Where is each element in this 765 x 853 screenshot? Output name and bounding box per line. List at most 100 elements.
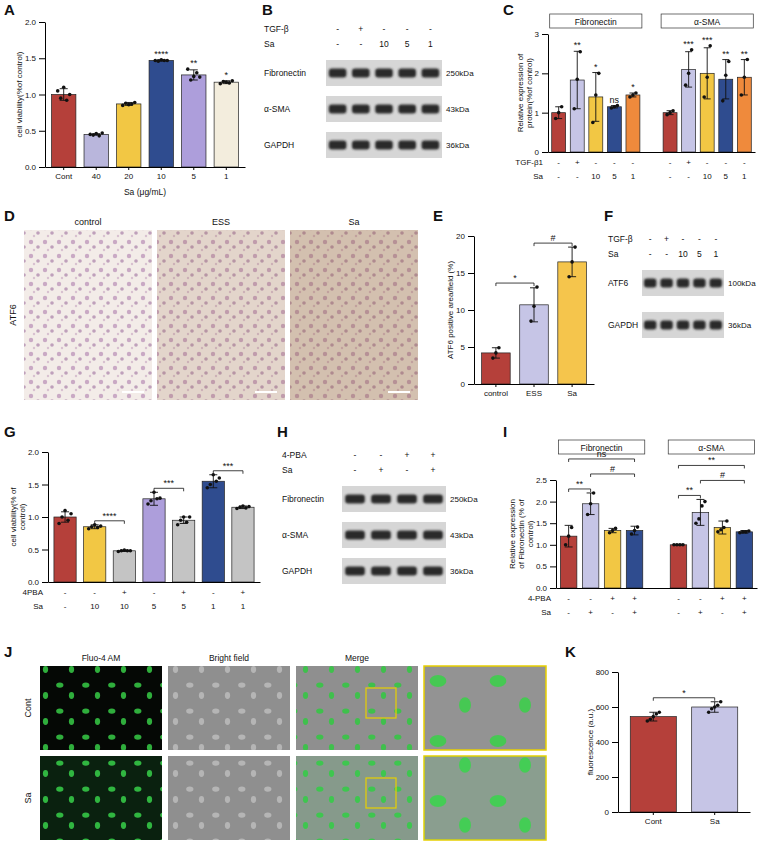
tick-mark: [468, 310, 474, 311]
tick-label: 1: [535, 109, 540, 118]
significance: ns: [610, 95, 620, 105]
y-axis: 0200400600800: [596, 668, 619, 817]
row-label: -: [699, 594, 702, 603]
axis-line: [556, 481, 557, 589]
data-point: [99, 524, 103, 528]
tick: 1.5: [25, 54, 45, 63]
tick-mark: [612, 707, 618, 708]
blot-size: 36kDa: [446, 141, 470, 150]
tick-label: 15: [456, 269, 465, 278]
group-head-box: [668, 440, 754, 454]
bar: [173, 520, 195, 582]
row-name: TGF-β1: [515, 158, 543, 167]
significance-bracket: [213, 471, 243, 474]
data-point: [671, 109, 675, 113]
data-point: [62, 85, 66, 89]
group-head: α-SMA: [694, 17, 720, 27]
row-label: Cont: [23, 698, 33, 718]
blot-band: [352, 141, 370, 150]
plot-area: [560, 491, 752, 588]
data-point: [628, 95, 632, 99]
bar: [714, 528, 730, 588]
data-point: [668, 111, 672, 115]
blot-band: [375, 141, 393, 150]
blot-band: [397, 495, 417, 504]
data-point: [117, 550, 121, 554]
data-point: [564, 543, 568, 547]
bar: [626, 531, 642, 588]
data-point: [69, 512, 73, 516]
data-point: [121, 104, 125, 108]
image-title: ESS: [212, 217, 230, 227]
y-axis: 0.00.51.01.52.0: [28, 448, 49, 587]
data-point: [608, 531, 612, 535]
tick-mark: [550, 588, 556, 589]
condition-label: -: [714, 234, 717, 244]
axis-title-line: cell viability(%of control): [15, 51, 24, 137]
blot-band: [398, 105, 416, 114]
condition-label: 5: [697, 249, 702, 259]
condition-label: -: [429, 24, 432, 34]
significance: **: [722, 49, 730, 59]
column-title: Merge: [345, 653, 369, 663]
data-point: [557, 111, 561, 115]
tick: 400: [596, 738, 618, 747]
condition-name: Sa: [264, 39, 275, 49]
axis-title: Sa (μg/mL): [124, 187, 166, 197]
tick: 2.5: [536, 476, 556, 485]
column-title: Fluo-4 AM: [82, 653, 121, 663]
data-point: [630, 532, 634, 536]
data-point: [88, 133, 92, 137]
row-label: -: [687, 172, 690, 181]
significance-bracket: [678, 495, 700, 498]
condition-label: -: [354, 465, 357, 475]
data-point: [198, 75, 202, 79]
bar: [630, 717, 676, 812]
blot-band: [352, 69, 370, 78]
blot-band: [398, 69, 416, 78]
tick-mark: [42, 485, 48, 486]
data-point: [700, 504, 704, 508]
row-label: +: [742, 594, 747, 603]
significance-bracket: [678, 465, 744, 468]
data-point: [100, 131, 104, 135]
plot-area: [630, 700, 737, 812]
tick-mark: [550, 566, 556, 567]
condition-label: +: [405, 450, 410, 460]
tick-mark: [226, 167, 227, 170]
significance: **: [708, 455, 716, 465]
data-point: [713, 705, 717, 709]
bar: [113, 551, 135, 582]
row-label: +: [632, 608, 637, 617]
condition-label: -: [359, 39, 362, 49]
axis-title: ATF6 positive area/field (%): [446, 261, 455, 359]
data-point: [567, 275, 571, 279]
data-point: [494, 351, 498, 355]
tick: 1: [224, 167, 229, 181]
significance-bracket: [95, 521, 125, 524]
tick-mark: [468, 347, 474, 348]
tick-mark: [542, 34, 548, 35]
significance: ****: [154, 49, 169, 59]
row-name: Sa: [33, 602, 43, 611]
data-point: [697, 517, 701, 521]
error-bar: [592, 73, 599, 122]
blot-row-name: GAPDH: [282, 566, 312, 576]
data-point: [567, 534, 571, 538]
data-point: [554, 117, 558, 121]
data-point: [687, 72, 691, 76]
condition-label: -: [336, 39, 339, 49]
data-point: [120, 549, 124, 553]
blot-band: [677, 321, 689, 330]
panel-letter: A: [4, 1, 15, 18]
data-point: [702, 95, 706, 99]
tick: 800: [596, 668, 618, 677]
data-point: [153, 59, 157, 63]
axis-line: [619, 812, 751, 813]
data-point: [192, 75, 196, 79]
tick-mark: [39, 131, 45, 132]
row-label: 5: [152, 602, 157, 611]
signal-overlay: [424, 756, 546, 840]
bar: [182, 75, 206, 167]
plot-area: [552, 44, 752, 152]
